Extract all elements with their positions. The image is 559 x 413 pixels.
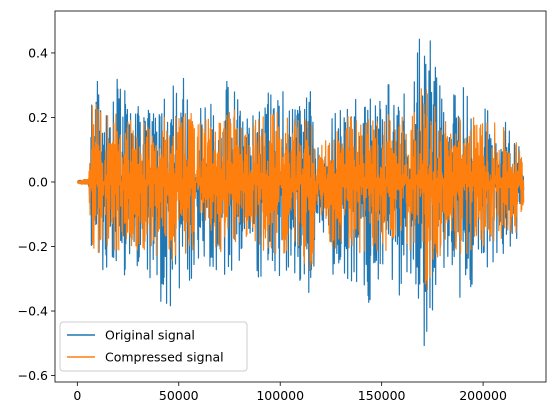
- series-line-compressed: [76, 88, 525, 291]
- series-layer: [76, 38, 525, 347]
- y-tick-label: −0.4: [18, 304, 48, 319]
- legend-box: [59, 321, 248, 372]
- x-tick-label: 150000: [358, 388, 406, 403]
- legend-label-compressed: Compressed signal: [105, 350, 224, 365]
- plot-frame: [54, 10, 547, 383]
- y-tick-label: 0.4: [28, 45, 48, 60]
- y-tick-label: −0.6: [18, 368, 48, 383]
- legend-label-original: Original signal: [105, 328, 195, 343]
- x-tick-label: 0: [73, 388, 81, 403]
- y-tick-label: 0.0: [28, 174, 48, 189]
- y-tick-label: 0.2: [28, 110, 48, 125]
- legend: Original signal Compressed signal: [59, 321, 248, 372]
- y-tick-label: −0.2: [18, 239, 48, 254]
- x-tick-label: 50000: [159, 388, 199, 403]
- x-axis: 0 50000 100000 150000 200000: [73, 382, 507, 403]
- x-tick-label: 100000: [256, 388, 304, 403]
- y-axis: −0.6 −0.4 −0.2 0.0 0.2 0.4: [18, 45, 55, 383]
- x-tick-label: 200000: [459, 388, 507, 403]
